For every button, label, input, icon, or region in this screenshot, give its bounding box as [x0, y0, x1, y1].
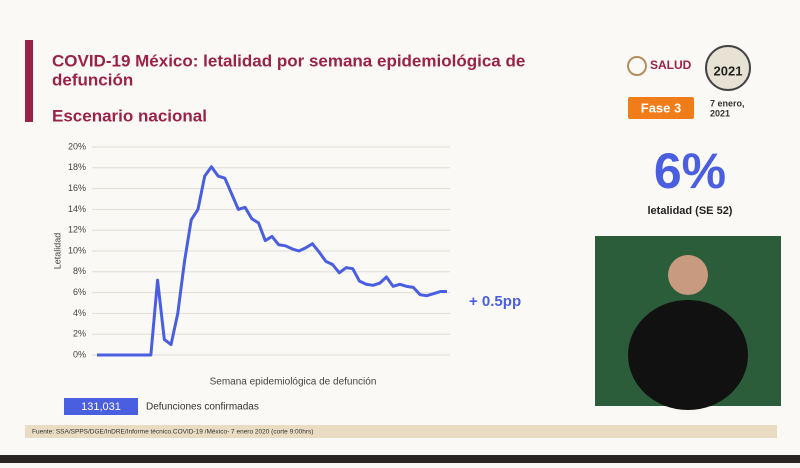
- y-tick-label: 10%: [68, 245, 86, 255]
- logo-icon: [627, 56, 647, 76]
- stat-label: letalidad (SE 52): [648, 205, 733, 217]
- title: defunción: [52, 70, 133, 89]
- interpreter: [628, 300, 748, 410]
- counter-value: 131,031: [81, 401, 121, 413]
- title: COVID-19 México: letalidad por semana ep…: [52, 51, 525, 70]
- logo-text: SALUD: [650, 58, 692, 72]
- counter-box: [64, 398, 138, 415]
- chart: 0% 2% 4% 6% 8% 10% 12% 14% 16% 18% 20% Letalidad Sem…: [52, 141, 521, 387]
- date: 7 enero,: [710, 98, 745, 108]
- phase-text: Fase 3: [641, 100, 681, 115]
- footer-source: Fuente: SSA/SPPS/DGE/InDRE/Informe técni…: [32, 429, 313, 436]
- accent-bar: [25, 40, 33, 122]
- y-tick-label: 18%: [68, 162, 86, 172]
- bottom-strip: [0, 455, 800, 463]
- phase-badge: [628, 97, 694, 119]
- y-tick-label: 6%: [73, 287, 86, 297]
- date: 2021: [710, 108, 730, 118]
- x-axis-label: Semana epidemiológica de defunción: [210, 377, 377, 388]
- counter-label: Defunciones confirmadas: [146, 402, 259, 413]
- stat-value: 6%: [654, 143, 726, 199]
- interpreter-head: [668, 255, 708, 295]
- y-tick-label: 20%: [68, 141, 86, 151]
- y-tick-label: 2%: [73, 329, 86, 339]
- line: [97, 165, 447, 357]
- emblem: [705, 45, 751, 91]
- emblem-year: 2021: [714, 63, 743, 78]
- y-axis-label: Letalidad: [52, 233, 62, 270]
- annotation: + 0.5pp: [469, 293, 521, 310]
- y-tick-label: 16%: [68, 183, 86, 193]
- y-tick-label: 8%: [73, 266, 86, 276]
- y-tick-label: 12%: [68, 225, 86, 235]
- y-tick-label: 4%: [73, 308, 86, 318]
- y-tick-label: 14%: [68, 204, 86, 214]
- subtitle: Escenario nacional: [52, 106, 207, 125]
- footer-bar: [25, 425, 777, 438]
- y-tick-label: 0%: [73, 349, 86, 359]
